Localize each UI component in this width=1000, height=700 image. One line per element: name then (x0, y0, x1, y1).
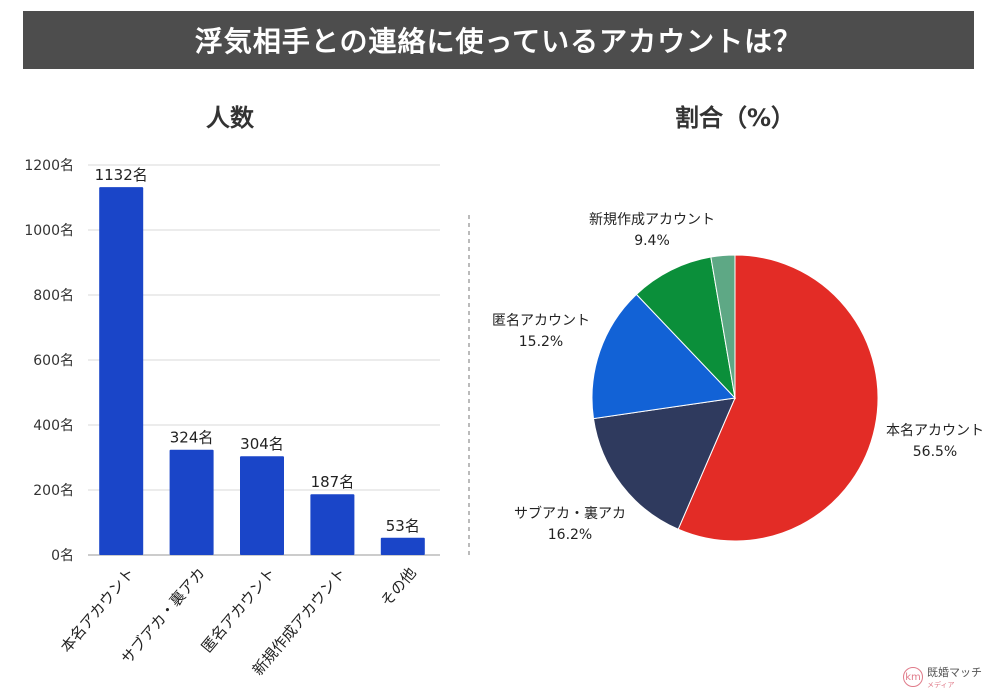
bar (380, 537, 425, 555)
pie-slice-label: 新規作成アカウント (589, 212, 715, 228)
brand-name: 既婚マッチ (927, 666, 982, 679)
pie-slice (677, 254, 879, 542)
bar-value-label: 53名 (386, 517, 420, 535)
pie-slice (591, 293, 737, 420)
pie-slice-label: 匿名アカウント (492, 313, 590, 329)
x-tick-label: 匿名アカウント (198, 564, 279, 656)
y-tick-label: 200名 (33, 483, 74, 499)
bar (310, 494, 355, 555)
pie-slice-value: 9.4% (634, 233, 670, 249)
pie-slice-value: 15.2% (519, 334, 563, 350)
pie-slice-value: 16.2% (548, 527, 592, 543)
brand-logo: km 既婚マッチ メディア (903, 664, 982, 690)
x-tick-label: 本名アカウント (57, 564, 138, 656)
bar (169, 449, 214, 555)
pie-slice-label: 本名アカウント (886, 423, 984, 439)
pie-chart-title: 割合（%） (674, 104, 796, 132)
y-tick-label: 800名 (33, 288, 74, 304)
x-tick-label: その他 (377, 564, 420, 610)
pie-slice (635, 256, 736, 400)
brand-sub: メディア (927, 681, 955, 689)
y-tick-label: 0名 (51, 548, 74, 564)
y-tick-label: 1200名 (24, 158, 74, 174)
brand-icon: km (903, 667, 923, 687)
bar-value-label: 304名 (240, 435, 284, 453)
bar (99, 187, 144, 555)
bar-value-label: 1132名 (95, 166, 148, 184)
chart-title: 浮気相手との連絡に使っているアカウントは？ (23, 11, 974, 69)
pie-slice (710, 254, 736, 399)
y-tick-label: 600名 (33, 353, 74, 369)
bar (240, 456, 284, 555)
y-tick-label: 400名 (33, 418, 74, 434)
bar-value-label: 187名 (311, 473, 355, 491)
pie-slice-label: サブアカ・裏アカ (514, 505, 626, 522)
bar-value-label: 324名 (170, 429, 214, 447)
y-tick-label: 1000名 (24, 223, 74, 239)
pie-slice-value: 56.5% (913, 444, 957, 460)
bar-chart-title: 人数 (206, 104, 254, 132)
pie-slice (592, 397, 736, 530)
